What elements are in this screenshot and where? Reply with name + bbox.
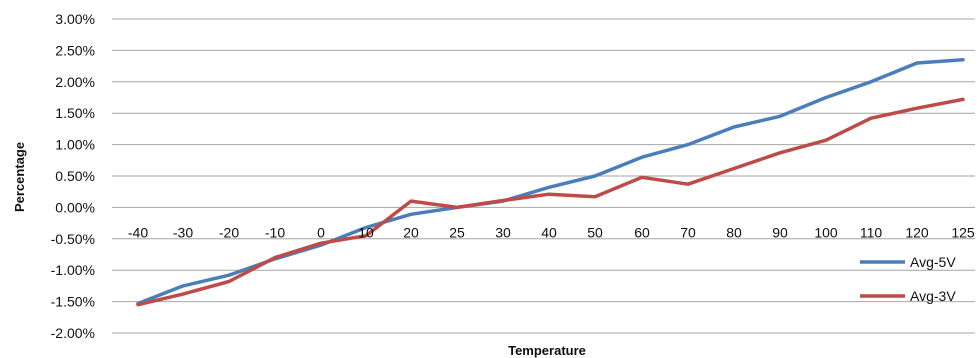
y-tick-label: 2.00%: [55, 74, 95, 90]
x-axis-title: Temperature: [508, 343, 586, 358]
x-tick-label: 40: [541, 224, 557, 240]
x-tick-label: 70: [680, 224, 696, 240]
x-tick-label: -40: [128, 224, 148, 240]
x-tick-label: 125: [951, 224, 975, 240]
x-tick-label: 120: [905, 224, 929, 240]
legend: Avg-5V Avg-3V: [860, 254, 956, 304]
x-tick-label: 50: [587, 224, 603, 240]
x-tick-label: -20: [219, 224, 239, 240]
y-tick-label: -0.50%: [51, 231, 95, 247]
y-tick-label: 1.50%: [55, 105, 95, 121]
x-tick-label: 110: [860, 224, 883, 240]
y-tick-label: -2.00%: [51, 325, 95, 341]
y-tick-label: 3.00%: [55, 11, 95, 27]
x-tick-label: -10: [265, 224, 285, 240]
x-tick-label: 100: [814, 224, 838, 240]
series-line-avg-3v: [136, 97, 965, 307]
y-tick-label: 0.00%: [55, 199, 95, 215]
y-tick-label: -1.50%: [51, 294, 95, 310]
x-tick-label: 20: [403, 224, 419, 240]
x-tick-label: 80: [726, 224, 742, 240]
x-tick-label: 30: [495, 224, 511, 240]
x-tick-label: -30: [173, 224, 193, 240]
x-axis: -40 -30 -20 -10 0 10 20 25 30 40 50 60 70 80 90 100 110 1…: [128, 224, 975, 240]
series-lines: [136, 58, 965, 307]
gridlines: [112, 18, 975, 334]
legend-label: Avg-5V: [910, 254, 956, 270]
y-tick-label: 0.50%: [55, 168, 95, 184]
legend-label: Avg-3V: [910, 288, 956, 304]
x-tick-label: 90: [772, 224, 788, 240]
y-tick-label: 2.50%: [55, 42, 95, 58]
x-tick-label: 25: [449, 224, 465, 240]
series-line-avg-5v: [136, 58, 965, 306]
x-tick-label: 60: [634, 224, 650, 240]
y-tick-label: 1.00%: [55, 137, 95, 153]
y-axis: 3.00% 2.50% 2.00% 1.50% 1.00% 0.50% 0.00% -0.50…: [51, 11, 95, 341]
x-tick-label: 10: [358, 224, 374, 240]
y-axis-title: Percentage: [12, 142, 27, 212]
x-tick-label: 0: [317, 224, 325, 240]
y-tick-label: -1.00%: [51, 262, 95, 278]
